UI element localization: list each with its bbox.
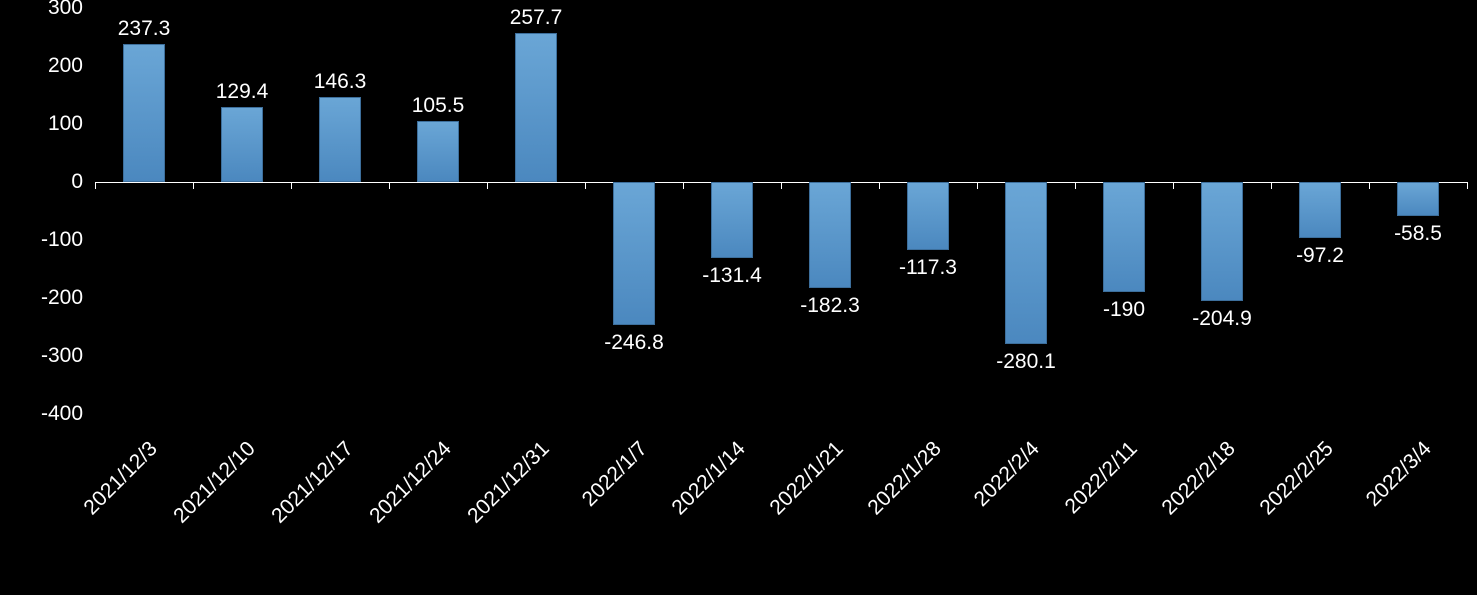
bar [907, 182, 948, 250]
y-tick-label: -400 [41, 402, 83, 426]
x-tick-mark [1173, 182, 1174, 189]
x-tick-mark [1467, 182, 1468, 189]
x-tick-mark [193, 182, 194, 189]
y-tick-label: 0 [71, 170, 83, 194]
bar [1397, 182, 1438, 216]
y-tick-label: -200 [41, 286, 83, 310]
y-tick-label: 200 [48, 54, 83, 78]
bar-value-label: 129.4 [216, 80, 269, 104]
x-tick-mark [781, 182, 782, 189]
x-tick-mark [1271, 182, 1272, 189]
y-tick-label: 300 [48, 0, 83, 20]
bar [319, 97, 360, 182]
bar-value-label: -280.1 [996, 350, 1056, 374]
bar-value-label: -58.5 [1394, 222, 1442, 246]
x-tick-mark [487, 182, 488, 189]
x-tick-mark [585, 182, 586, 189]
x-tick-mark [389, 182, 390, 189]
bar-value-label: -131.4 [702, 264, 762, 288]
x-tick-mark [1075, 182, 1076, 189]
bar-value-label: 237.3 [118, 17, 171, 41]
bar [613, 182, 654, 325]
bar [1005, 182, 1046, 344]
bar [1103, 182, 1144, 292]
plot-area: 237.3 129.4 146.3 105.5 257.7 -246.8 -131.4 -18… [95, 8, 1467, 414]
bar-value-label: -246.8 [604, 331, 664, 355]
bar [417, 121, 458, 182]
x-tick-mark [977, 182, 978, 189]
bar-value-label: 257.7 [510, 6, 563, 30]
bar [809, 182, 850, 288]
y-tick-label: -100 [41, 228, 83, 252]
bar [1201, 182, 1242, 301]
x-tick-mark [683, 182, 684, 189]
bar-value-label: -204.9 [1192, 307, 1252, 331]
y-tick-label: 100 [48, 112, 83, 136]
bar-value-label: -117.3 [899, 256, 957, 280]
bar [1299, 182, 1340, 238]
x-tick-mark [291, 182, 292, 189]
bar-value-label: 105.5 [412, 94, 465, 118]
bar-value-label: 146.3 [314, 70, 367, 94]
bar [711, 182, 752, 258]
bar [515, 33, 556, 182]
x-tick-mark [879, 182, 880, 189]
bar-value-label: -97.2 [1296, 244, 1344, 268]
bar [123, 44, 164, 182]
y-tick-label: -300 [41, 344, 83, 368]
bar-value-label: -190 [1103, 298, 1145, 322]
bar [221, 107, 262, 182]
bar-value-label: -182.3 [800, 294, 860, 318]
x-tick-mark [1369, 182, 1370, 189]
x-tick-mark [95, 182, 96, 189]
